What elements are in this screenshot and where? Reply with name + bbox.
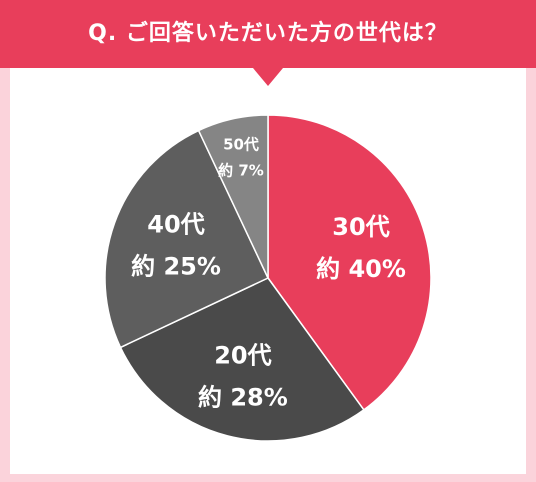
pie-slice-4	[197, 114, 269, 279]
slice-name-label: 20代	[214, 341, 271, 369]
slice-value-label: 約 40%	[316, 255, 406, 283]
banner-pointer	[253, 68, 283, 86]
pie-slice-3	[104, 129, 269, 349]
question-banner: Q. ご回答いただいた方の世代は？	[0, 0, 536, 68]
slice-value-label: 約 25%	[131, 252, 221, 280]
question-title: Q. ご回答いただいた方の世代は？	[88, 21, 448, 46]
pie-slice-1	[267, 114, 432, 411]
slice-value-label: 約 7%	[218, 161, 264, 179]
slice-name-label: 50代	[223, 135, 259, 153]
slice-value-label: 約 28%	[198, 383, 288, 411]
slice-name-label: 30代	[332, 213, 389, 241]
pie-slice-2	[119, 277, 365, 442]
slice-name-label: 40代	[147, 210, 204, 238]
